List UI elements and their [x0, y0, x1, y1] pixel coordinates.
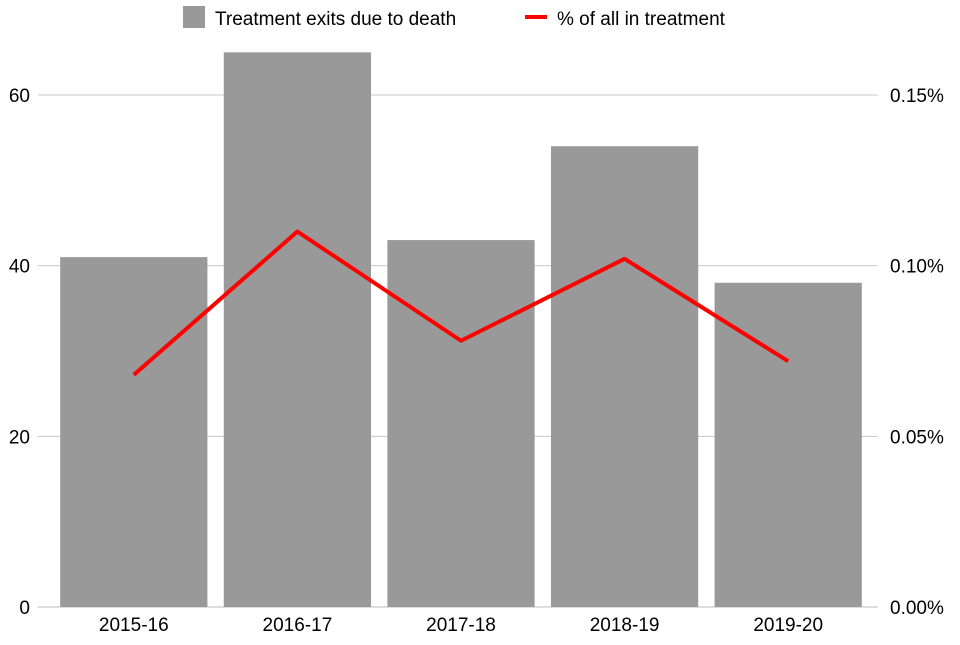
y-tick-label: 60 [9, 86, 30, 107]
legend-swatch-bar [183, 6, 205, 28]
x-tick-label: 2015-16 [99, 615, 169, 636]
legend-label-line: % of all in treatment [557, 9, 726, 30]
x-tick-label: 2019-20 [753, 615, 823, 636]
y2-tick-label: 0.00% [890, 598, 944, 619]
bar-2018-19 [551, 146, 698, 607]
legend-label-bar: Treatment exits due to death [215, 9, 456, 30]
bar-2019-20 [715, 283, 862, 607]
y2-tick-label: 0.05% [890, 427, 944, 448]
legend: Treatment exits due to death % of all in… [183, 6, 726, 30]
y2-tick-label: 0.10% [890, 257, 944, 278]
x-tick-label: 2017-18 [426, 615, 496, 636]
y-tick-label: 40 [9, 257, 30, 278]
x-tick-label: 2016-17 [263, 615, 333, 636]
x-tick-label: 2018-19 [590, 615, 660, 636]
y2-tick-label: 0.15% [890, 86, 944, 107]
bars [60, 52, 862, 607]
bar-2016-17 [224, 52, 371, 607]
y-tick-label: 0 [19, 598, 30, 619]
y-tick-label: 20 [9, 427, 30, 448]
bar-2017-18 [387, 240, 534, 607]
bar-2015-16 [60, 257, 207, 607]
